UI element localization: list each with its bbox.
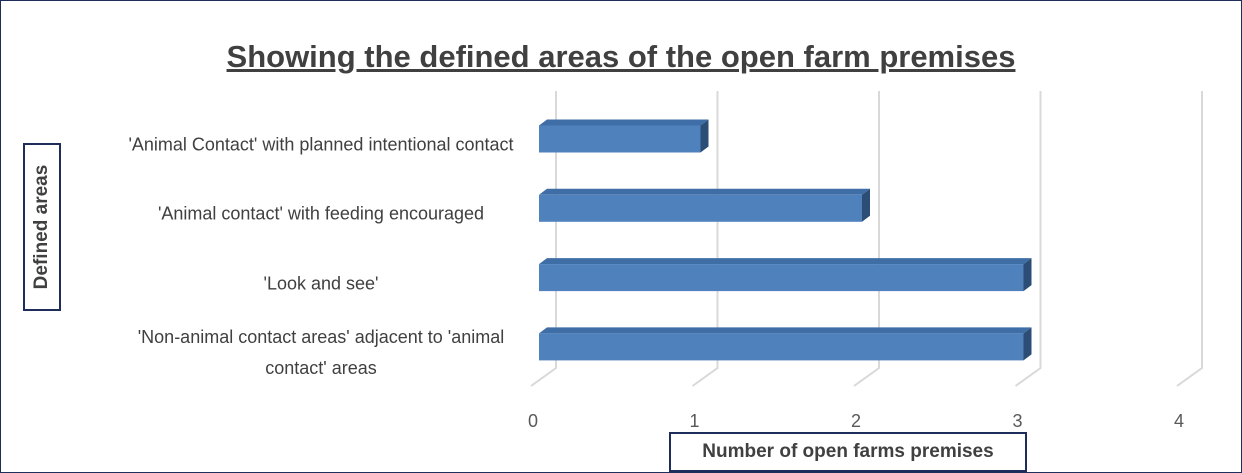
bar-top — [539, 188, 870, 195]
chart-title: Showing the defined areas of the open fa… — [226, 39, 1016, 74]
bar-front — [539, 194, 862, 222]
x-tick-label: 2 — [851, 411, 861, 431]
x-tick-label: 3 — [1012, 411, 1022, 431]
grid-line — [1176, 91, 1203, 387]
y-axis-title-box: Defined areas — [23, 143, 61, 311]
bar — [539, 188, 870, 222]
y-axis-title: Defined areas — [31, 164, 52, 290]
x-tick-label: 4 — [1174, 411, 1184, 431]
grid-line — [691, 91, 719, 387]
y-tick-label: 'Animal Contact' with planned intentiona… — [128, 134, 514, 155]
bar-side — [1023, 258, 1032, 292]
y-tick-label: 'Non-animal contact areas' adjacent to '… — [137, 326, 505, 378]
grid-line — [1014, 91, 1042, 387]
bar-side — [1023, 327, 1032, 361]
grid-line — [530, 91, 557, 387]
bar — [539, 258, 1032, 292]
bar — [539, 119, 709, 153]
bar-front — [539, 264, 1024, 292]
bar — [539, 327, 1032, 361]
x-tick-label: 1 — [689, 411, 699, 431]
bar-top — [539, 258, 1032, 265]
bar-side — [862, 188, 870, 222]
bar-top — [539, 119, 709, 126]
y-tick-label: 'Look and see' — [263, 273, 379, 294]
grid-line — [853, 91, 880, 387]
x-tick-label: 0 — [528, 411, 538, 431]
x-axis-title: Number of open farms premises — [669, 432, 1027, 472]
bar-top — [539, 327, 1032, 334]
bar-front — [539, 333, 1024, 361]
bar-side — [700, 119, 709, 153]
bar-front — [539, 125, 701, 153]
y-tick-label: 'Animal contact' with feeding encouraged — [157, 203, 485, 224]
